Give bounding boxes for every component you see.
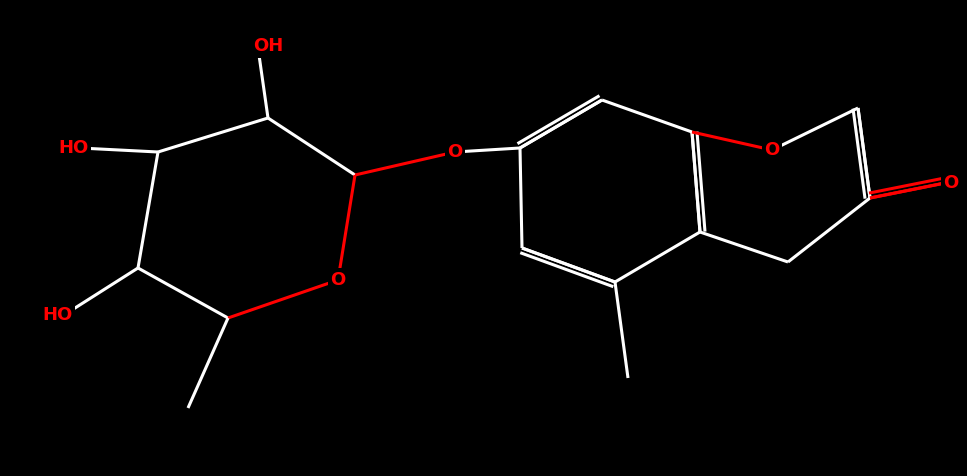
Text: OH: OH [253, 37, 283, 55]
Text: O: O [448, 143, 462, 161]
Text: HO: HO [58, 139, 88, 157]
Text: HO: HO [42, 306, 73, 324]
Text: O: O [944, 174, 958, 192]
Text: O: O [331, 271, 345, 289]
Text: O: O [764, 141, 779, 159]
